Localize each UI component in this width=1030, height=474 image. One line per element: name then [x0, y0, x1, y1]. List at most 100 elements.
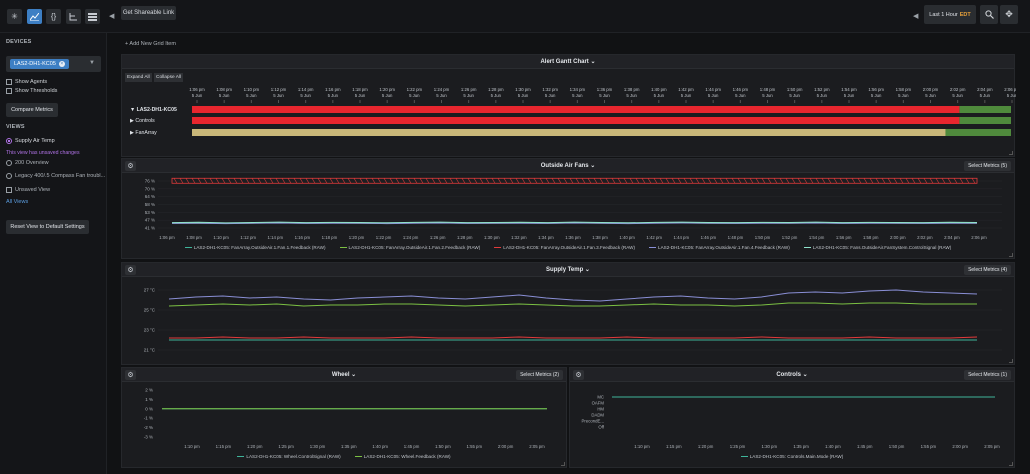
radio-selected-icon[interactable]: [6, 138, 12, 144]
resize-handle-icon[interactable]: [1009, 151, 1013, 155]
collapse-all-button[interactable]: Collapse All: [154, 73, 184, 82]
gantt-date-tick: 5 Jun: [328, 93, 339, 98]
panel-title[interactable]: Outside Air Fans ⌄: [540, 163, 596, 169]
x-tick-label: 1:18 pm: [322, 235, 338, 240]
y-tick-label: 2 %: [145, 388, 153, 393]
gantt-date-tick: 5 Jun: [382, 93, 393, 98]
fan-3-hatch: [371, 178, 376, 184]
gear-icon[interactable]: ⚙: [125, 265, 136, 275]
panel-title[interactable]: Controls ⌄: [776, 372, 808, 378]
legend-label: LAS2-DH1-KC05: Wheel.ControlSignal (RAW): [246, 454, 341, 459]
gear-icon[interactable]: ⚙: [573, 370, 584, 380]
view-legacy-compass[interactable]: Legacy 400/.5 Compass Fan troubl...: [6, 173, 105, 179]
legend-item[interactable]: LAS2-DH1-KC05: FanArray.OutsideAir.1.Fan…: [339, 245, 480, 250]
wheel-chart: 2 % 1 % 0 % -1 % -2 % -3 % 1:10 pm 1:15 pm 1:20 …: [144, 388, 547, 449]
legend-item[interactable]: LAS2-DH1-KC05: FanArray.OutsideAir.1.Fan…: [494, 245, 635, 250]
zoom-icon[interactable]: [980, 5, 998, 24]
y-tick-label: MC: [597, 395, 604, 400]
gantt-date-tick: 5 Jun: [871, 93, 882, 98]
fan-3-hatch: [239, 178, 244, 184]
resize-handle-icon[interactable]: [1009, 359, 1013, 363]
gantt-date-tick: 5 Jun: [762, 93, 773, 98]
select-metrics-button[interactable]: Select Metrics (2): [516, 370, 563, 380]
x-tick-label: 1:50 pm: [755, 235, 771, 240]
x-tick-label: 1:14 pm: [268, 235, 284, 240]
fan-3-hatch: [539, 178, 544, 184]
select-metrics-button[interactable]: Select Metrics (1): [964, 370, 1011, 380]
radio-icon[interactable]: [6, 160, 12, 166]
show-thresholds-checkbox[interactable]: Show Thresholds: [6, 88, 57, 94]
legend-item[interactable]: LAS2-DH1-KC05: Wheel.Feedback (RAW): [354, 454, 451, 459]
remove-device-icon[interactable]: ×: [58, 61, 65, 67]
legend-item[interactable]: LAS2-DH1-KC05: Controls.Main.Mode (RAW): [740, 454, 843, 459]
x-tick-label: 1:10 pm: [213, 235, 229, 240]
checkbox-icon[interactable]: [6, 79, 12, 85]
resize-handle-icon[interactable]: [561, 462, 565, 466]
legend-item[interactable]: LAS2-DH1-KC05: FanArray.OutsideAir.1.Fan…: [184, 245, 326, 250]
chevron-down-icon[interactable]: ▼: [89, 60, 95, 66]
device-chip[interactable]: LAS2-DH1-KC05 ×: [10, 59, 69, 69]
all-views-link[interactable]: All Views: [6, 199, 29, 205]
move-icon[interactable]: ✥: [1000, 5, 1018, 24]
x-tick-label: 1:26 pm: [430, 235, 446, 240]
panel-title[interactable]: Alert Gantt Chart ⌄: [540, 59, 596, 65]
fan-3-hatch: [227, 178, 232, 184]
gantt-row-label: ▼ LAS2-DH1-KC05: [130, 107, 177, 113]
checkbox-icon[interactable]: [6, 88, 12, 94]
legend-item[interactable]: LAS2-DH1-KC05: FanArray.OutsideAir.1.Fan…: [649, 245, 790, 250]
legend-item[interactable]: LAS2-DH1-KC05: Fans.OutsideAir.FanSystem…: [803, 245, 951, 250]
checkbox-icon[interactable]: [6, 187, 12, 193]
gantt-time-tick: 1:38 pm: [624, 87, 640, 92]
legend-swatch: [649, 246, 657, 249]
select-metrics-button[interactable]: Select Metrics (5): [964, 161, 1011, 171]
fan-3-series: [171, 177, 978, 184]
panel-header: ⚙ Wheel ⌄ Select Metrics (2): [122, 368, 566, 382]
x-tick-label: 1:28 pm: [457, 235, 473, 240]
fan-3-hatch: [431, 178, 436, 184]
gantt-time-tick: 2:06 pm: [1004, 87, 1016, 92]
add-grid-item-link[interactable]: + Add New Grid Item: [125, 41, 176, 47]
x-tick-label: 1:55 pm: [467, 444, 483, 449]
x-tick-label: 1:45 pm: [404, 444, 420, 449]
chart-legend: LAS2-DH1-KC05: Controls.Main.Mode (RAW): [570, 454, 1014, 459]
fan-3-hatch: [305, 178, 310, 184]
collapse-sidebar-icon[interactable]: ◀: [109, 13, 115, 20]
device-select[interactable]: LAS2-DH1-KC05 × ▼: [6, 56, 101, 72]
get-shareable-link-button[interactable]: Get Shareable Link: [121, 6, 176, 20]
show-thresholds-label: Show Thresholds: [15, 88, 58, 94]
list-grid-icon[interactable]: [85, 9, 100, 24]
x-tick-label: 1:24 pm: [403, 235, 419, 240]
expand-all-button[interactable]: Expand All: [125, 73, 152, 82]
time-range-picker[interactable]: Last 1 Hour EDT: [924, 5, 976, 24]
gear-icon[interactable]: ⚙: [125, 370, 136, 380]
y-tick-label: 41 %: [145, 226, 155, 231]
legend-swatch: [184, 246, 192, 249]
asterisk-icon[interactable]: ✳: [7, 9, 22, 24]
x-tick-label: 2:00 pm: [952, 444, 968, 449]
select-metrics-button[interactable]: Select Metrics (4): [964, 265, 1011, 275]
panel-title[interactable]: Supply Temp ⌄: [546, 267, 590, 273]
code-braces-icon[interactable]: {}: [46, 9, 61, 24]
fan-3-hatch: [233, 178, 238, 184]
resize-handle-icon[interactable]: [1009, 462, 1013, 466]
hierarchy-icon[interactable]: [66, 9, 81, 24]
panel-title[interactable]: Wheel ⌄: [331, 372, 357, 378]
view-unsaved[interactable]: Unsaved View: [6, 187, 50, 193]
reset-view-button[interactable]: Reset View to Default Settings: [6, 220, 89, 234]
gear-icon[interactable]: ⚙: [125, 161, 136, 171]
view-supply-air-temp[interactable]: Supply Air Temp: [6, 138, 55, 144]
gantt-date-tick: 5 Jun: [681, 93, 692, 98]
fan-3-hatch: [737, 178, 742, 184]
gantt-time-tick: 1:46 pm: [733, 87, 749, 92]
radio-icon[interactable]: [6, 173, 12, 179]
gantt-time-tick: 1:10 pm: [244, 87, 260, 92]
line-chart-icon[interactable]: [27, 9, 42, 24]
compare-metrics-button[interactable]: Compare Metrics: [6, 103, 58, 117]
resize-handle-icon[interactable]: [1009, 253, 1013, 257]
expand-right-icon[interactable]: ◀: [913, 13, 919, 20]
fan-3-hatch: [731, 178, 736, 184]
view-200-overview[interactable]: 200 Overview: [6, 160, 49, 166]
show-agents-checkbox[interactable]: Show Agents: [6, 79, 47, 85]
gantt-ok-bar: [959, 117, 1011, 124]
legend-item[interactable]: LAS2-DH1-KC05: Wheel.ControlSignal (RAW): [237, 454, 341, 459]
